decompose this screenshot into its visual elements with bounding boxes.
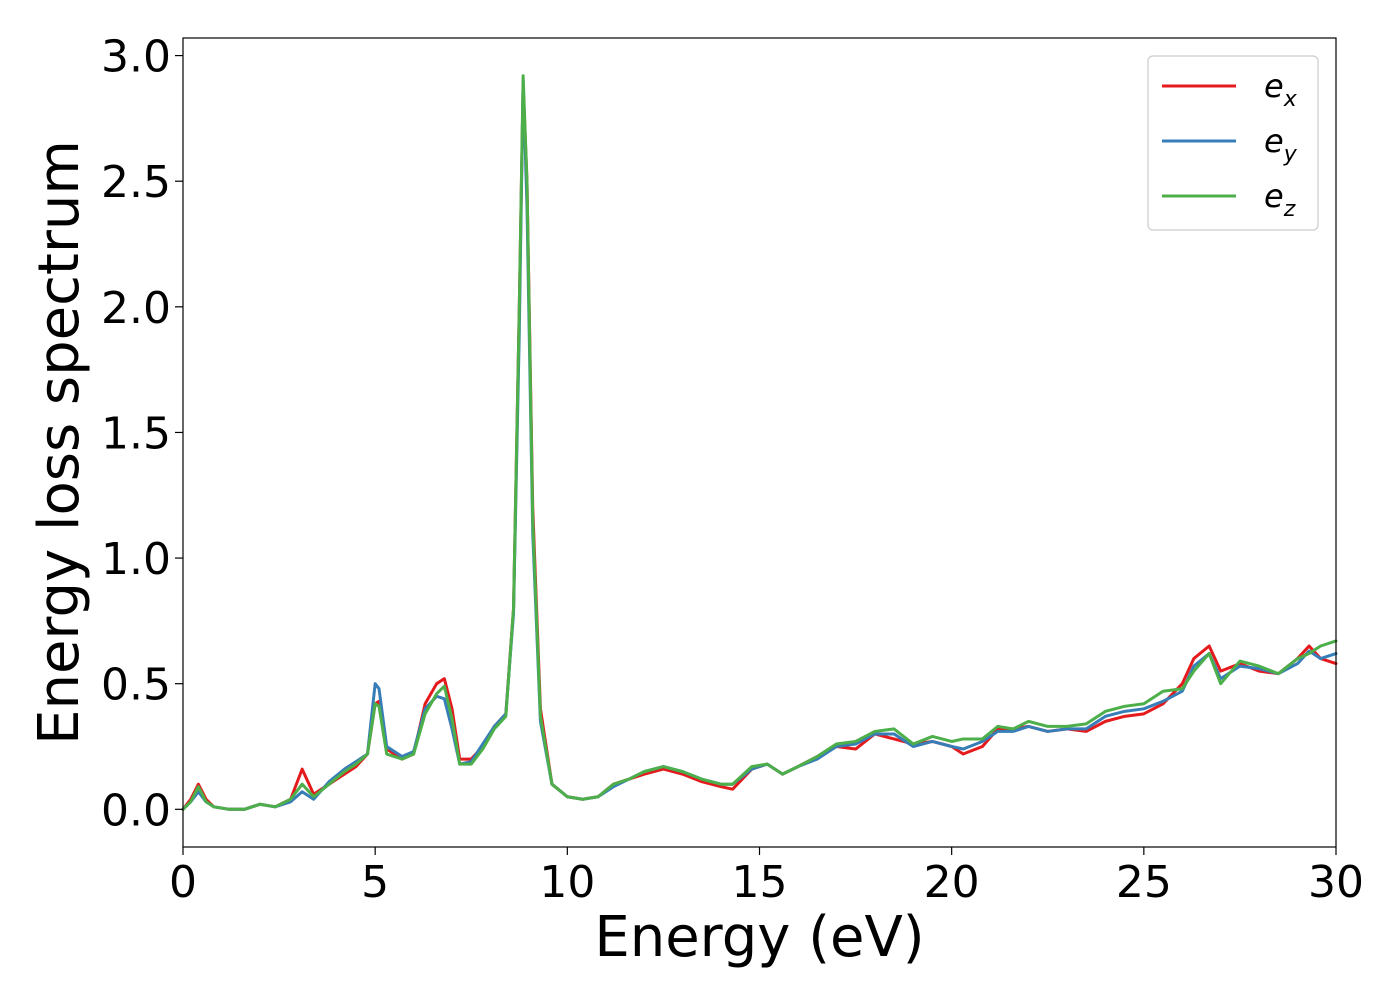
x-tick-label: 20 <box>924 857 980 908</box>
ticks: 0 5 10 15 20 25 30 0.0 0.5 1.0 1.5 2.0 2.5 3.0 <box>101 32 1364 908</box>
legend: ex ey ez <box>1147 55 1319 231</box>
legend-label-x: ex <box>1264 67 1298 112</box>
y-tick-label: 3.0 <box>101 32 171 83</box>
legend-label-y: ey <box>1264 122 1298 167</box>
y-tick-label: 2.5 <box>101 157 171 208</box>
legend-box <box>1147 55 1319 231</box>
x-tick-label: 25 <box>1116 857 1172 908</box>
y-axis-label: Energy loss spectrum <box>27 140 92 745</box>
y-tick-label: 0.0 <box>101 785 171 836</box>
series-lines <box>181 74 1338 811</box>
x-tick-label: 10 <box>539 857 595 908</box>
series-line-z <box>181 74 1338 811</box>
y-tick-label: 1.0 <box>101 534 171 585</box>
y-tick-label: 1.5 <box>101 408 171 459</box>
x-axis-label: Energy (eV) <box>594 905 924 970</box>
legend-label-z: ez <box>1264 177 1296 222</box>
y-tick-label: 2.0 <box>101 283 171 334</box>
y-tick-label: 0.5 <box>101 660 171 711</box>
x-tick-label: 0 <box>169 857 197 908</box>
x-tick-label: 30 <box>1308 857 1364 908</box>
x-tick-label: 5 <box>361 857 389 908</box>
x-tick-label: 15 <box>732 857 788 908</box>
